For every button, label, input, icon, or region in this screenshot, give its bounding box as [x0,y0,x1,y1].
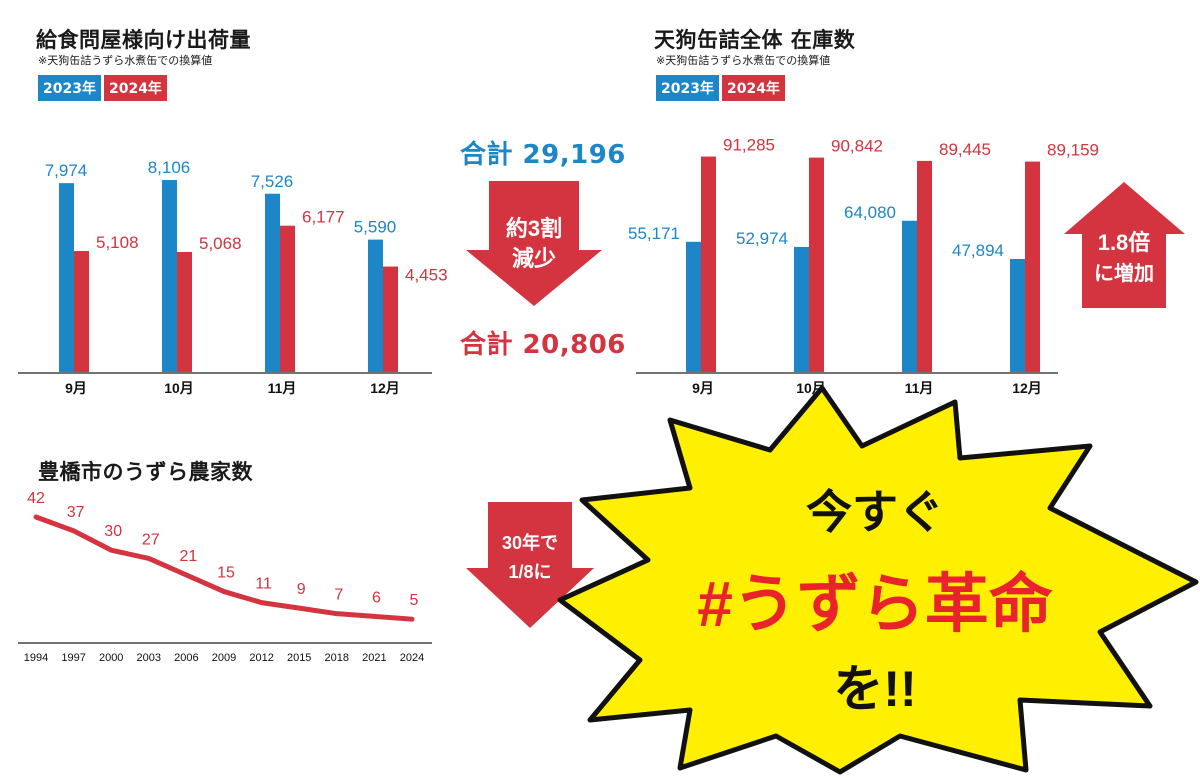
x-tick-label: 2021 [362,652,386,664]
callout-line-3: を!! [833,661,916,717]
data-label: 8,106 [148,158,191,177]
data-label: 5 [410,592,419,609]
farms-line-chart: 42 1994 37 1997 30 2000 27 2003 21 2006 15 2009 11 20… [24,490,424,664]
bar-2024年-10月 [177,251,192,372]
shipments-bars: 9月 7,974 5,108 10月 8,106 5,068 11月 7,526 6,177 12… [45,158,448,396]
x-tick-label: 11月 [905,380,934,396]
data-label: 47,894 [952,241,1004,260]
data-label: 11 [255,576,272,593]
callout-line-2: #うずら革命 [697,568,1053,640]
x-tick-label: 11月 [268,380,297,396]
bar-2023年-10月 [794,246,809,372]
data-label: 5,108 [96,233,139,252]
data-label: 89,445 [939,140,991,159]
x-tick-label: 2015 [287,652,311,664]
data-label: 37 [67,504,85,521]
x-tick-label: 1994 [24,652,48,664]
bar-2023年-9月 [686,241,701,372]
data-label: 5,590 [354,218,397,237]
data-label: 42 [27,490,45,507]
data-label: 4,453 [405,266,448,285]
x-tick-label: 1997 [61,652,85,664]
farms-arrow-text-1: 30年で [502,532,558,553]
bar-2024年-9月 [74,251,89,372]
legend-2023: 2023年 [38,75,101,101]
data-label: 7 [334,587,343,604]
data-label: 55,171 [628,224,680,243]
burst-callout-shape [557,385,1199,775]
inventory-bars: 9月55,17191,28510月52,97490,84211月64,08089… [628,136,1099,396]
bar-2023年-12月 [368,239,383,372]
x-tick-label: 2006 [174,652,198,664]
data-label: 5,068 [199,234,242,253]
bar-2024年-12月 [1025,161,1040,372]
x-tick-label: 12月 [1012,380,1042,396]
data-label: 64,080 [844,203,896,222]
x-tick-label: 10月 [164,380,194,396]
down-arrow-text-1: 約3割 [506,216,562,241]
data-label: 27 [142,531,160,548]
data-label: 9 [297,581,306,598]
farms-title: 豊橋市のうずら農家数 [38,460,253,484]
x-tick-label: 2018 [325,652,349,664]
callout-line-1: 今すぐ [806,486,944,538]
x-tick-label: 2009 [212,652,236,664]
data-label: 30 [104,523,122,540]
data-label: 89,159 [1047,141,1099,160]
data-label: 52,974 [736,229,788,248]
x-tick-label: 2003 [137,652,161,664]
data-label: 15 [217,565,235,582]
bar-2023年-10月 [162,180,177,372]
data-label: 7,974 [45,161,88,180]
x-tick-label: 12月 [370,380,400,396]
up-arrow-text-1: 1.8倍 [1098,230,1151,255]
bar-2024年-12月 [383,266,398,372]
bar-2024年-11月 [917,160,932,372]
shipments-legend: 2023年 2024年 [38,75,167,101]
data-label: 7,526 [251,172,294,191]
bar-2023年-11月 [265,193,280,372]
down-arrow-icon [466,181,602,306]
down-arrow-text-2: 減少 [512,246,556,271]
legend-2024: 2024年 [721,75,785,101]
bar-2024年-10月 [809,157,824,372]
farms-series-line [33,514,415,622]
bar-2023年-11月 [902,220,917,372]
farms-arrow-text-2: 1/8に [508,562,551,582]
x-tick-label: 2012 [249,652,273,664]
shipments-note: ※天狗缶詰うずら水煮缶での換算値 [38,54,213,67]
bar-2023年-9月 [59,183,74,372]
total-2023: 合計 29,196 [460,140,626,170]
legend-2023: 2023年 [656,75,719,101]
data-label: 6 [372,589,381,606]
bar-2024年-11月 [280,225,295,372]
inventory-note: ※天狗缶詰うずら水煮缶での換算値 [656,54,831,67]
legend-2024: 2024年 [103,75,167,101]
x-tick-label: 2024 [400,652,424,664]
inventory-legend: 2023年 2024年 [656,75,785,101]
shipments-title: 給食問屋様向け出荷量 [36,28,251,52]
data-label: 6,177 [302,208,345,227]
bar-2023年-12月 [1010,258,1025,372]
total-2024: 合計 20,806 [460,330,626,360]
x-tick-label: 2000 [99,652,123,664]
data-label: 90,842 [831,137,883,156]
data-label: 91,285 [723,136,775,155]
up-arrow-text-2: に増加 [1094,261,1154,285]
bar-2024年-9月 [701,156,716,372]
data-label: 21 [180,548,198,565]
x-tick-label: 9月 [65,380,87,396]
inventory-title: 天狗缶詰全体 在庫数 [654,28,856,52]
x-tick-label: 9月 [692,380,714,396]
up-arrow-icon [1064,182,1185,308]
